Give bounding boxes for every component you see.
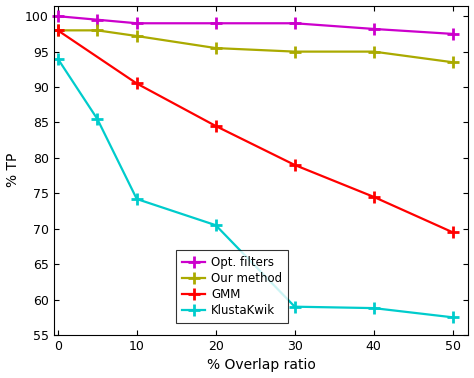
KlustaKwik	[55, 56, 61, 61]
GMM	[371, 195, 376, 199]
Our method	[371, 50, 376, 54]
GMM	[55, 28, 61, 33]
Legend: Opt. filters, Our method, GMM, KlustaKwik: Opt. filters, Our method, GMM, KlustaKwi…	[176, 250, 288, 322]
GMM	[213, 124, 219, 128]
KlustaKwik	[371, 306, 376, 310]
Our method	[55, 28, 61, 33]
X-axis label: % Overlap ratio: % Overlap ratio	[207, 358, 316, 372]
Our method	[292, 50, 298, 54]
Line: KlustaKwik: KlustaKwik	[52, 53, 458, 323]
Opt. filters	[292, 21, 298, 26]
Our method	[134, 34, 140, 38]
Opt. filters	[134, 21, 140, 26]
Opt. filters	[371, 27, 376, 31]
Opt. filters	[213, 21, 219, 26]
Our method	[450, 60, 456, 65]
Line: Our method: Our method	[52, 25, 458, 68]
GMM	[450, 230, 456, 235]
Opt. filters	[55, 14, 61, 19]
KlustaKwik	[94, 117, 100, 121]
Our method	[213, 46, 219, 50]
GMM	[134, 81, 140, 86]
Opt. filters	[94, 17, 100, 22]
KlustaKwik	[213, 223, 219, 228]
Opt. filters	[450, 32, 456, 36]
KlustaKwik	[450, 315, 456, 319]
Our method	[94, 28, 100, 33]
GMM	[292, 163, 298, 167]
KlustaKwik	[134, 197, 140, 201]
Line: GMM: GMM	[52, 25, 458, 238]
KlustaKwik	[292, 304, 298, 309]
Y-axis label: % TP: % TP	[6, 153, 19, 187]
Line: Opt. filters: Opt. filters	[52, 11, 458, 39]
